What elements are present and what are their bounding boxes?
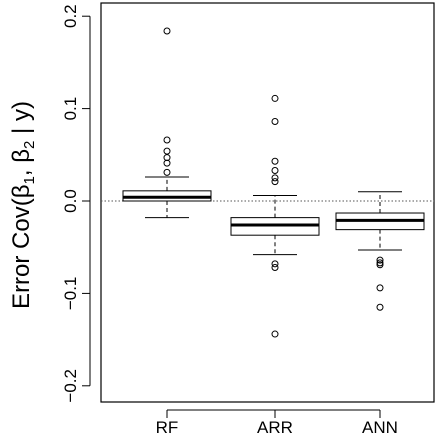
outlier-point bbox=[376, 303, 384, 311]
outlier-point bbox=[271, 157, 279, 165]
box-arr bbox=[230, 94, 320, 338]
outlier-point bbox=[271, 118, 279, 126]
boxes bbox=[122, 27, 425, 338]
y-tick-label: 0.1 bbox=[61, 97, 80, 121]
outlier-point bbox=[271, 167, 279, 175]
box-ann bbox=[335, 191, 425, 311]
outlier-point bbox=[376, 259, 384, 267]
x-tick-label: ARR bbox=[257, 418, 293, 437]
outlier-point bbox=[271, 260, 279, 268]
y-axis-title: Error Cov(β1, β2 | y) bbox=[8, 101, 38, 309]
outlier-point bbox=[376, 256, 384, 264]
outlier-point bbox=[163, 159, 171, 167]
outlier-point bbox=[271, 264, 279, 272]
x-tick-label: ANN bbox=[362, 418, 398, 437]
outlier-point bbox=[376, 284, 384, 292]
outlier-point bbox=[376, 261, 384, 269]
outlier-point bbox=[271, 94, 279, 102]
box-rf bbox=[122, 27, 212, 219]
outlier-point bbox=[271, 330, 279, 338]
x-axis: RF ARR ANN bbox=[156, 409, 398, 437]
outlier-point bbox=[163, 136, 171, 144]
outlier-point bbox=[271, 178, 279, 186]
outlier-point bbox=[163, 147, 171, 155]
y-tick-label: −0.1 bbox=[61, 277, 80, 311]
y-tick-label: 0.2 bbox=[61, 4, 80, 28]
x-tick-label: RF bbox=[156, 418, 179, 437]
y-tick-label: 0.0 bbox=[61, 189, 80, 213]
outlier-point bbox=[271, 174, 279, 182]
y-axis: −0.2 −0.1 0.0 0.1 0.2 bbox=[61, 4, 91, 403]
plot-frame bbox=[100, 2, 435, 403]
outlier-point bbox=[163, 27, 171, 35]
y-tick-label: −0.2 bbox=[61, 369, 80, 403]
outlier-point bbox=[163, 168, 171, 176]
